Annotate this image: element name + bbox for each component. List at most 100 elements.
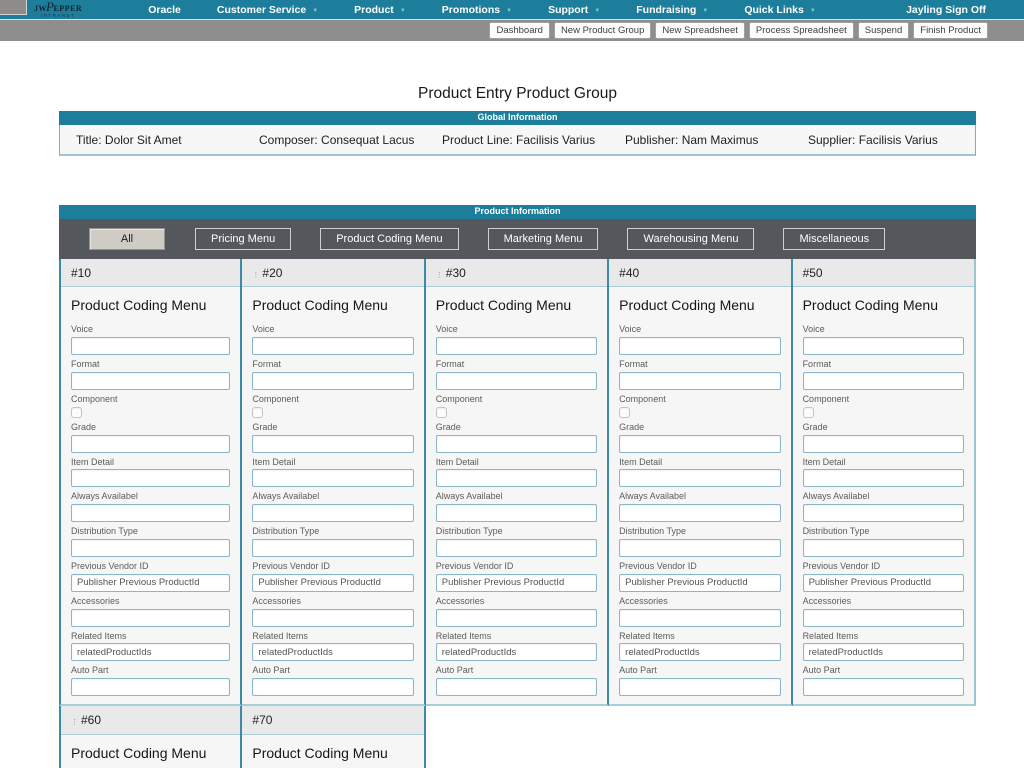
field-grade: Grade (71, 422, 231, 453)
component-checkbox[interactable] (252, 406, 264, 418)
distribution-type-input[interactable] (252, 538, 414, 557)
grade-input[interactable] (435, 434, 598, 453)
format-input[interactable] (435, 371, 598, 390)
grade-input[interactable] (619, 434, 781, 453)
drag-handle-icon[interactable]: ⋮ (71, 719, 78, 727)
related-items-input[interactable] (619, 643, 781, 662)
format-input[interactable] (619, 371, 781, 390)
auto-part-input[interactable] (802, 678, 964, 697)
global-field-value: Nam Maximus (681, 132, 759, 147)
accessories-input[interactable] (71, 608, 231, 627)
always-availabel-input[interactable] (71, 504, 231, 523)
always-availabel-input[interactable] (619, 504, 781, 523)
column-id: #10 (71, 266, 92, 280)
drag-handle-icon[interactable]: ⋮ (435, 272, 443, 279)
field-label: Related Items (435, 630, 492, 641)
item-detail-input[interactable] (252, 469, 414, 488)
related-items-input[interactable] (71, 643, 231, 662)
always-availabel-input[interactable] (435, 504, 598, 523)
grade-input[interactable] (802, 434, 964, 453)
nav-item-oracle[interactable]: Oracle (148, 3, 181, 16)
voice-input[interactable] (802, 337, 964, 356)
field-label: Component (71, 393, 118, 404)
field-label: Format (435, 359, 465, 370)
nav-item-customer-service[interactable]: Customer Service ▼ (216, 3, 319, 16)
auto-part-input[interactable] (71, 678, 231, 697)
component-checkbox[interactable] (802, 406, 814, 418)
item-detail-input[interactable] (619, 469, 781, 488)
field-grade: Grade (435, 422, 598, 453)
related-items-input[interactable] (252, 643, 414, 662)
global-field-label: Title: (76, 132, 105, 147)
field-label: Format (71, 359, 100, 370)
field-grade: Grade (619, 422, 781, 453)
voice-input[interactable] (435, 337, 598, 356)
previous-vendor-id-input[interactable] (619, 573, 781, 592)
previous-vendor-id-input[interactable] (252, 573, 414, 592)
tab-pricing-menu[interactable]: Pricing Menu (195, 228, 292, 250)
nav-item-fundraising[interactable]: Fundraising ▼ (636, 3, 709, 16)
dashboard-button[interactable]: Dashboard (489, 21, 550, 40)
finish-product-button[interactable]: Finish Product (913, 21, 988, 40)
tab-product-coding-menu[interactable]: Product Coding Menu (320, 228, 459, 250)
nav-item-product[interactable]: Product ▼ (354, 3, 406, 16)
column-body: Product Coding MenuVoiceFormatComponentG… (242, 735, 423, 768)
column-header: #50 (792, 259, 974, 288)
tab-all[interactable]: All (89, 228, 165, 250)
component-checkbox[interactable] (619, 406, 631, 418)
accessories-input[interactable] (619, 608, 781, 627)
nav-item-support[interactable]: Support ▼ (548, 3, 601, 16)
distribution-type-input[interactable] (71, 538, 231, 557)
previous-vendor-id-input[interactable] (71, 573, 231, 592)
global-field-supplier: Supplier: Facilisis Varius (792, 133, 975, 147)
accessories-input[interactable] (435, 608, 598, 627)
format-input[interactable] (252, 371, 414, 390)
process-spreadsheet-button[interactable]: Process Spreadsheet (748, 21, 854, 40)
sign-off-link[interactable]: Jayling Sign Off (906, 3, 986, 16)
always-availabel-input[interactable] (802, 504, 964, 523)
tab-warehousing-menu[interactable]: Warehousing Menu (627, 228, 755, 250)
tab-marketing-menu[interactable]: Marketing Menu (487, 228, 599, 250)
item-detail-input[interactable] (71, 469, 231, 488)
accessories-input[interactable] (252, 608, 414, 627)
voice-input[interactable] (71, 337, 231, 356)
grade-input[interactable] (252, 434, 414, 453)
previous-vendor-id-input[interactable] (802, 573, 964, 592)
new-spreadsheet-button[interactable]: New Spreadsheet (655, 21, 745, 40)
new-product-group-button[interactable]: New Product Group (553, 21, 652, 40)
auto-part-input[interactable] (435, 678, 598, 697)
always-availabel-input[interactable] (252, 504, 414, 523)
field-label: Always Availabel (71, 491, 138, 502)
grade-input[interactable] (71, 434, 231, 453)
previous-vendor-id-input[interactable] (435, 573, 598, 592)
component-checkbox[interactable] (435, 406, 447, 418)
auto-part-input[interactable] (619, 678, 781, 697)
format-input[interactable] (802, 371, 964, 390)
voice-input[interactable] (252, 337, 414, 356)
accessories-input[interactable] (802, 608, 964, 627)
related-items-input[interactable] (435, 643, 598, 662)
component-checkbox[interactable] (71, 406, 82, 418)
column-header: #40 (609, 259, 791, 288)
distribution-type-input[interactable] (619, 538, 781, 557)
related-items-input[interactable] (802, 643, 964, 662)
field-label: Grade (802, 421, 828, 432)
voice-input[interactable] (619, 337, 781, 356)
field-component: Component (619, 394, 780, 418)
nav-item-promotions[interactable]: Promotions ▼ (441, 3, 513, 16)
field-label: Accessories (435, 595, 485, 606)
drag-handle-icon[interactable]: ⋮ (252, 272, 260, 279)
global-information-header: Global Information (59, 111, 976, 125)
item-detail-input[interactable] (435, 469, 598, 488)
suspend-button[interactable]: Suspend (857, 21, 910, 40)
auto-part-input[interactable] (252, 678, 414, 697)
field-label: Component (802, 393, 850, 404)
nav-item-quick-links[interactable]: Quick Links ▼ (744, 3, 816, 16)
tab-miscellaneous[interactable]: Miscellaneous (783, 228, 886, 250)
top-nav: JWPEPPER INTRANET Oracle Customer Service… (0, 0, 1024, 19)
format-input[interactable] (71, 371, 231, 390)
item-detail-input[interactable] (802, 469, 964, 488)
distribution-type-input[interactable] (435, 538, 598, 557)
distribution-type-input[interactable] (802, 538, 964, 557)
